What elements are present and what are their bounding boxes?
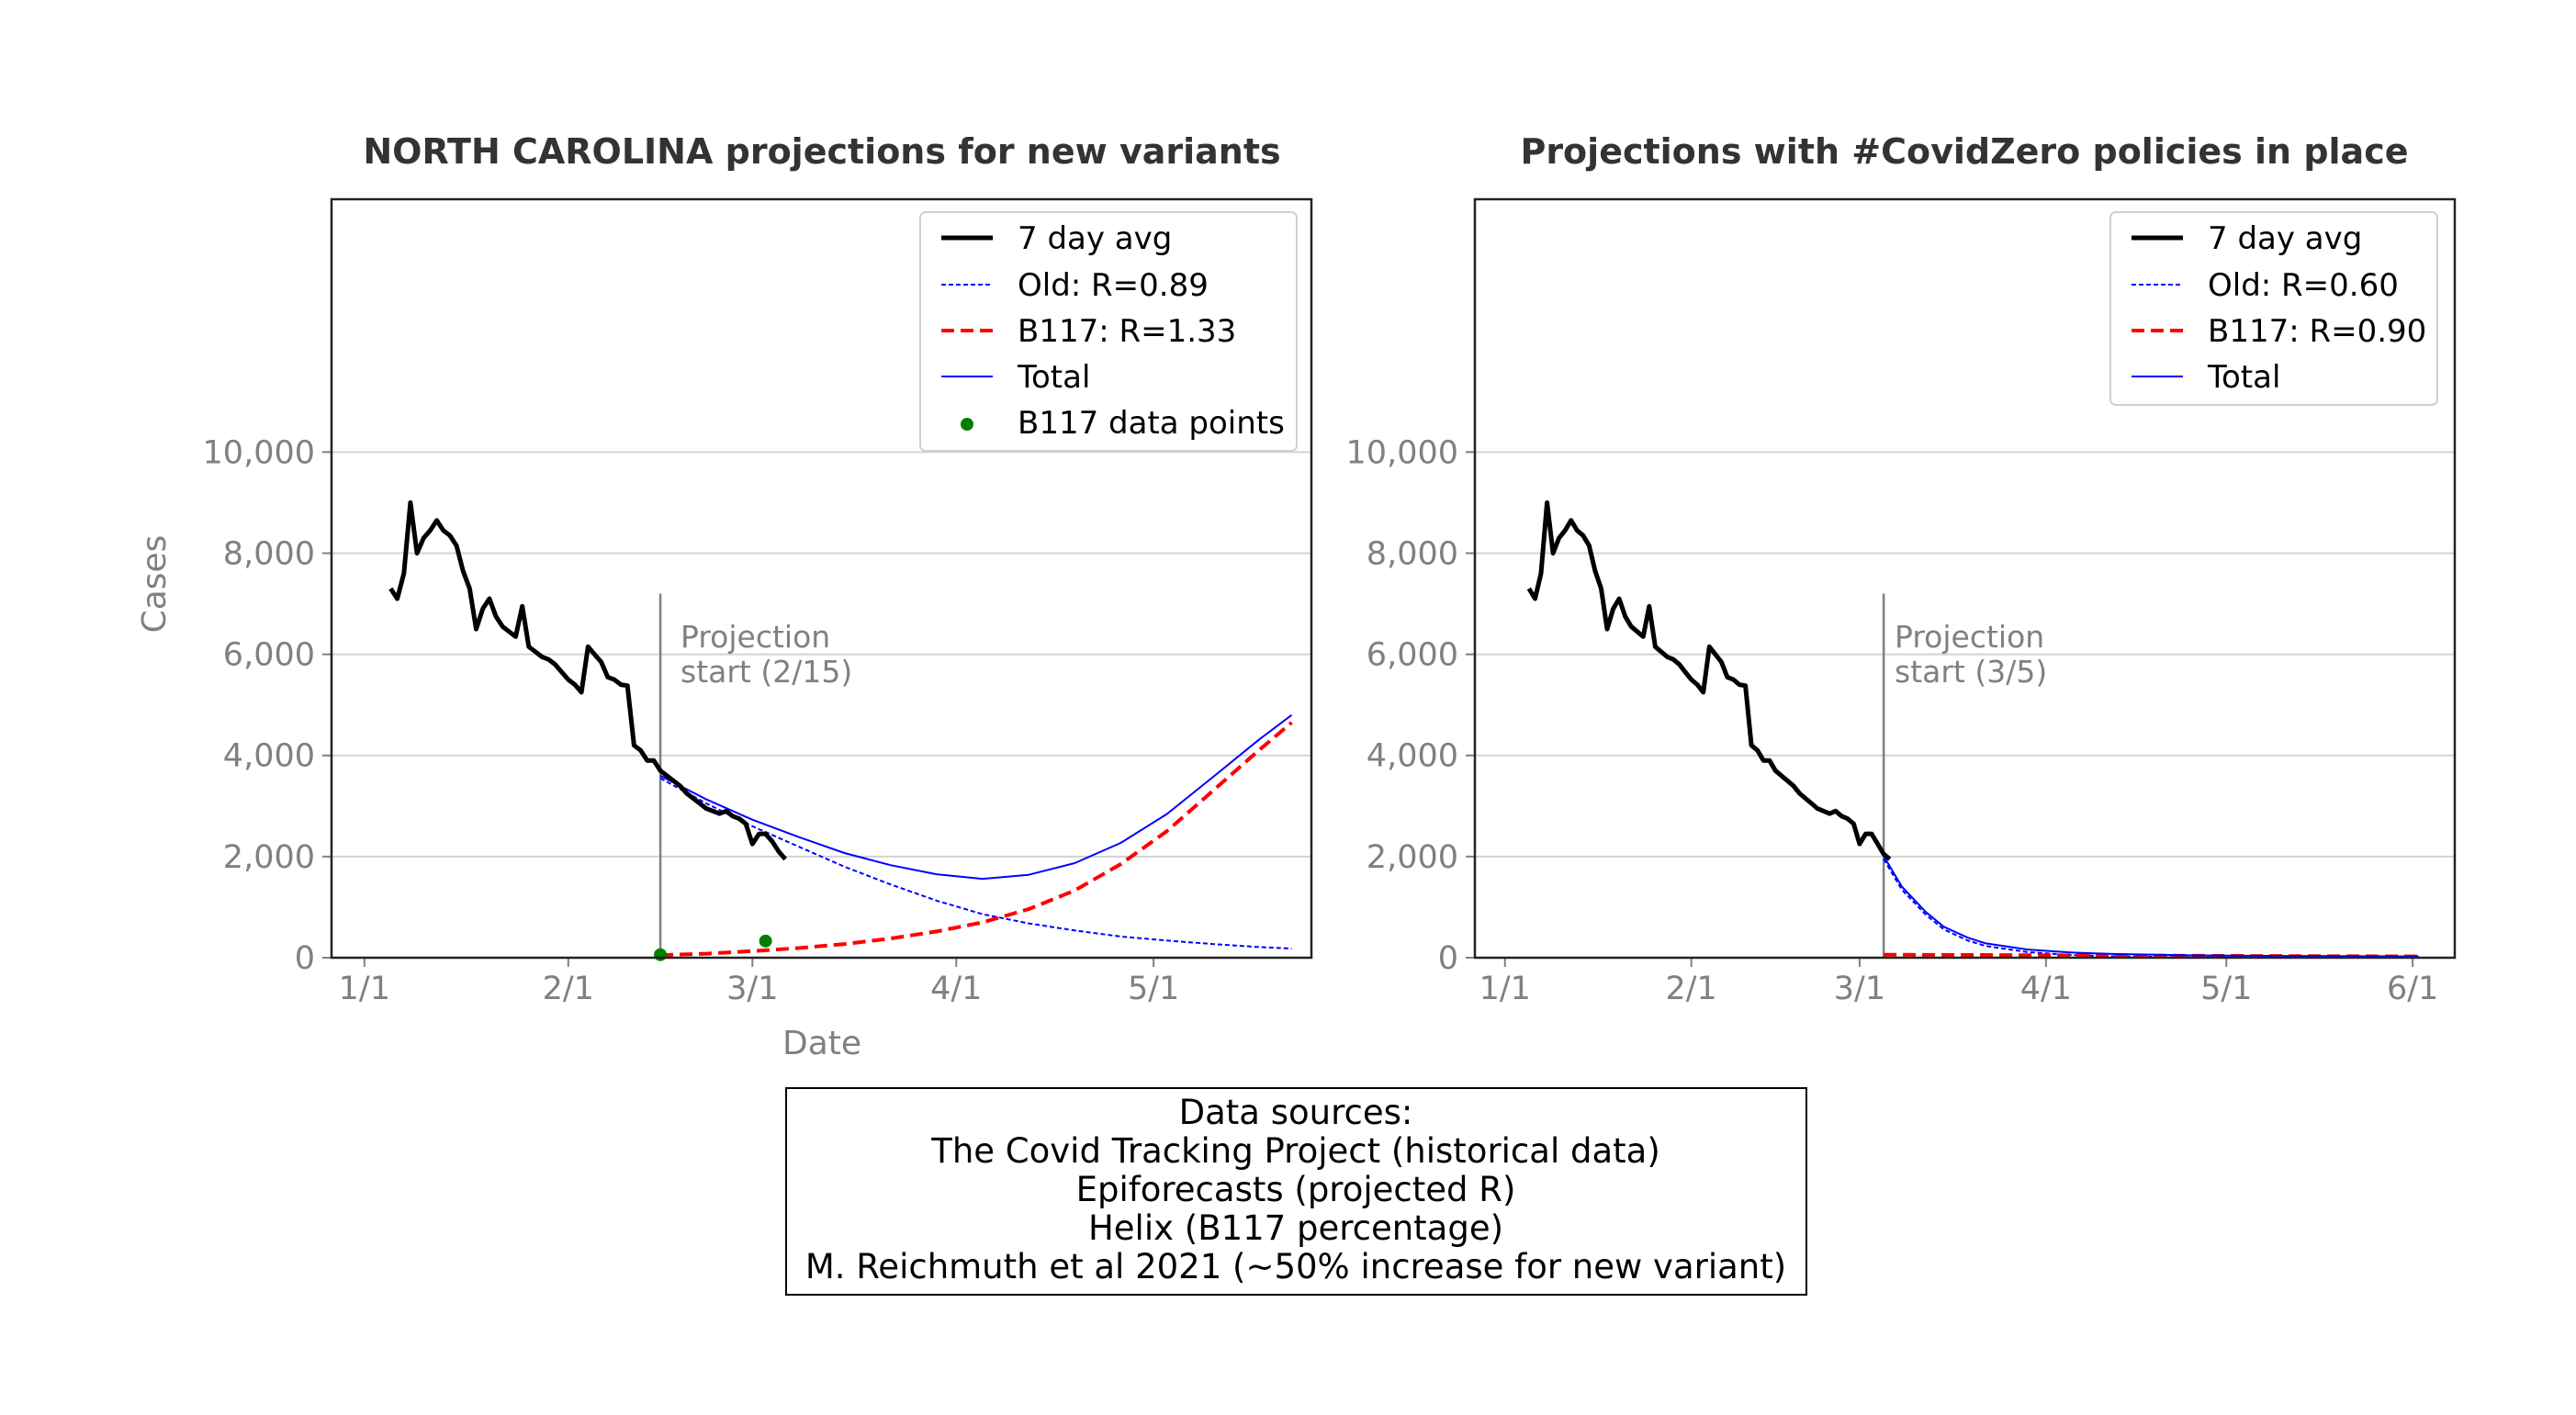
b117-data-point [654,948,668,961]
y-tick-label: 10,000 [1346,434,1458,471]
x-tick-label: 5/1 [2200,971,2252,1007]
left-chart: NORTH CAROLINA projections for new varia… [136,131,1313,1062]
plot-frame [1473,197,2457,960]
data-source-line: Helix (B117 percentage) [1088,1208,1503,1248]
data-source-line: The Covid Tracking Project (historical d… [930,1131,1660,1171]
chart-title: Projections with #CovidZero policies in … [1520,131,2408,172]
legend-swatch-b117-data-points [961,418,973,431]
series-line-7-day-avg [1526,500,1892,861]
chart-title: NORTH CAROLINA projections for new varia… [363,131,1280,172]
plot-frame [330,197,1313,960]
y-tick-label: 6,000 [1367,637,1458,674]
legend-label-total: Total [1017,359,1090,396]
x-tick-label: 2/1 [543,971,594,1007]
legend-label-7-day-avg: 7 day avg [2208,220,2362,257]
y-tick-label: 4,000 [223,738,315,775]
legend-label-b117-data-points: B117 data points [1018,405,1285,442]
projection-start-date-label: start (2/15) [681,654,852,690]
y-tick-label: 2,000 [1367,839,1458,876]
x-tick-label: 3/1 [1834,971,1885,1007]
legend-label-old: Old: R=0.60 [2208,267,2399,304]
x-tick-label: 1/1 [1479,971,1531,1007]
legend-box [2109,211,2438,406]
legend-label-7-day-avg: 7 day avg [1018,220,1172,257]
y-tick-label: 8,000 [1367,535,1458,572]
x-tick-label: 4/1 [2020,971,2072,1007]
series-line-b117-r-1-33 [660,721,1293,958]
series-line-7-day-avg [388,500,787,861]
x-tick-label: 4/1 [930,971,982,1007]
legend-box [919,211,1298,452]
legend-label-old: Old: R=0.89 [1018,267,1209,304]
y-tick-label: 6,000 [223,637,315,674]
data-source-line: Epiforecasts (projected R) [1076,1170,1516,1209]
projection-start-date-label: start (3/5) [1895,654,2047,690]
series-line-total [659,713,1293,881]
y-axis-label: Cases [136,535,174,634]
y-tick-label: 8,000 [223,535,315,572]
data-sources-heading: Data sources: [1179,1093,1413,1132]
data-source-line: M. Reichmuth et al 2021 (~50% increase f… [805,1247,1786,1286]
projection-start-label: Projection [681,619,830,655]
y-tick-label: 2,000 [223,839,315,876]
legend-label-b117: B117: R=0.90 [2208,313,2426,350]
x-tick-label: 5/1 [1128,971,1179,1007]
data-sources-box: Data sources: The Covid Tracking Project… [785,1087,1807,1296]
projection-start-label: Projection [1895,619,2044,655]
y-tick-label: 0 [295,940,315,977]
y-tick-label: 10,000 [203,434,315,471]
legend-label-total: Total [2207,359,2280,396]
x-tick-label: 2/1 [1665,971,1716,1007]
x-tick-label: 1/1 [339,971,390,1007]
x-axis-label: Date [782,1025,861,1062]
data-sources-frame [785,1087,1807,1296]
y-tick-label: 4,000 [1367,738,1458,775]
b117-data-point [759,934,772,948]
series-line-total [1883,855,2419,958]
right-chart: Projections with #CovidZero policies in … [1346,131,2457,1007]
legend-label-b117: B117: R=1.33 [1018,313,1236,350]
y-tick-label: 0 [1438,940,1458,977]
x-tick-label: 6/1 [2387,971,2438,1007]
x-tick-label: 3/1 [726,971,778,1007]
